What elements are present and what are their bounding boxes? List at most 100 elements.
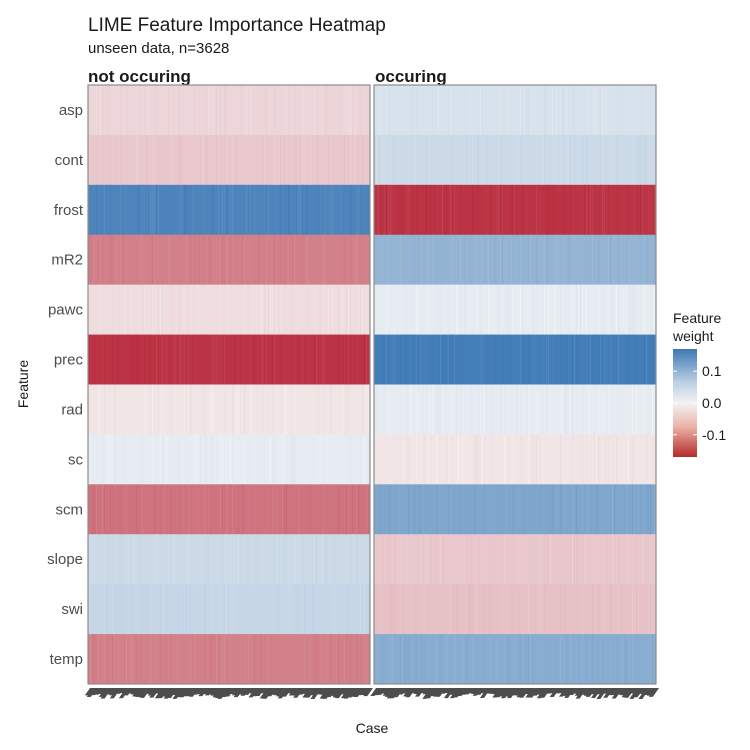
case-stripe xyxy=(610,334,612,385)
case-stripe xyxy=(106,284,108,336)
case-stripe xyxy=(364,284,366,336)
case-stripe xyxy=(354,534,356,585)
case-stripe xyxy=(282,634,284,685)
case-stripe xyxy=(188,334,190,385)
case-stripe xyxy=(574,584,576,635)
case-stripe xyxy=(644,334,646,385)
case-stripe xyxy=(308,434,310,485)
case-stripe xyxy=(492,434,494,485)
case-stripe xyxy=(164,484,166,535)
case-stripe xyxy=(342,334,344,385)
case-stripe xyxy=(482,85,484,136)
case-stripe xyxy=(148,85,150,136)
case-stripe xyxy=(268,434,270,485)
case-stripe xyxy=(198,434,200,485)
case-stripe xyxy=(330,434,332,485)
case-stripe xyxy=(582,434,584,485)
case-stripe xyxy=(532,434,534,485)
case-stripe xyxy=(360,284,362,336)
case-stripe xyxy=(562,634,564,685)
case-stripe xyxy=(202,584,204,635)
case-stripe xyxy=(148,534,150,585)
case-stripe xyxy=(612,634,614,685)
case-stripe xyxy=(400,234,402,286)
case-stripe xyxy=(490,184,492,236)
case-stripe xyxy=(596,85,598,136)
case-stripe xyxy=(262,334,264,385)
case-stripe xyxy=(278,434,280,485)
case-stripe xyxy=(294,384,296,435)
case-stripe xyxy=(560,284,562,336)
case-stripe xyxy=(202,134,204,186)
case-stripe xyxy=(120,85,122,136)
case-stripe xyxy=(238,584,240,635)
case-stripe xyxy=(324,284,326,336)
case-stripe xyxy=(310,634,312,685)
x-tick-label xyxy=(118,688,130,699)
case-stripe xyxy=(286,584,288,635)
case-stripe xyxy=(576,484,578,535)
case-stripe xyxy=(424,484,426,535)
case-stripe xyxy=(214,334,216,385)
case-stripe xyxy=(144,284,146,336)
case-stripe xyxy=(480,534,482,585)
y-tick-sc: sc xyxy=(68,451,84,468)
case-stripe xyxy=(242,184,244,236)
case-stripe xyxy=(486,234,488,286)
case-stripe xyxy=(526,484,528,535)
case-stripe xyxy=(514,584,516,635)
y-tick-asp: asp xyxy=(59,102,83,119)
case-stripe xyxy=(520,85,522,136)
case-stripe xyxy=(542,434,544,485)
case-stripe xyxy=(528,384,530,435)
case-stripe xyxy=(486,85,488,136)
case-stripe xyxy=(400,634,402,685)
case-stripe xyxy=(338,284,340,336)
case-stripe xyxy=(570,184,572,236)
case-stripe xyxy=(458,234,460,286)
case-stripe xyxy=(436,434,438,485)
case-stripe xyxy=(222,634,224,685)
case-stripe xyxy=(498,634,500,685)
case-stripe xyxy=(332,184,334,236)
case-stripe xyxy=(456,234,458,286)
case-stripe xyxy=(494,284,496,336)
case-stripe xyxy=(382,134,384,186)
case-stripe xyxy=(624,184,626,236)
case-stripe xyxy=(430,234,432,286)
case-stripe xyxy=(310,584,312,635)
case-stripe xyxy=(126,484,128,535)
case-stripe xyxy=(394,334,396,385)
case-stripe xyxy=(512,534,514,585)
case-stripe xyxy=(388,484,390,535)
case-stripe xyxy=(270,434,272,485)
case-stripe xyxy=(638,134,640,186)
case-stripe xyxy=(578,434,580,485)
case-stripe xyxy=(362,284,364,336)
case-stripe xyxy=(322,334,324,385)
case-stripe xyxy=(428,334,430,385)
case-stripe xyxy=(540,484,542,535)
case-stripe xyxy=(224,234,226,286)
case-stripe xyxy=(386,484,388,535)
y-tick-mR2: mR2 xyxy=(51,252,83,269)
case-stripe xyxy=(224,634,226,685)
case-stripe xyxy=(532,284,534,336)
case-stripe xyxy=(120,484,122,535)
case-stripe xyxy=(320,484,322,535)
case-stripe xyxy=(160,384,162,435)
case-stripe xyxy=(198,284,200,336)
case-stripe xyxy=(604,85,606,136)
case-stripe xyxy=(520,284,522,336)
case-stripe xyxy=(216,534,218,585)
case-stripe xyxy=(100,284,102,336)
case-stripe xyxy=(110,184,112,236)
legend-tick-label: -0.1 xyxy=(702,427,726,443)
case-stripe xyxy=(606,85,608,136)
case-stripe xyxy=(358,484,360,535)
case-stripe xyxy=(174,134,176,186)
heat-cell-not-occuring-slope xyxy=(88,534,370,585)
case-stripe xyxy=(216,584,218,635)
case-stripe xyxy=(234,534,236,585)
case-stripe xyxy=(186,284,188,336)
